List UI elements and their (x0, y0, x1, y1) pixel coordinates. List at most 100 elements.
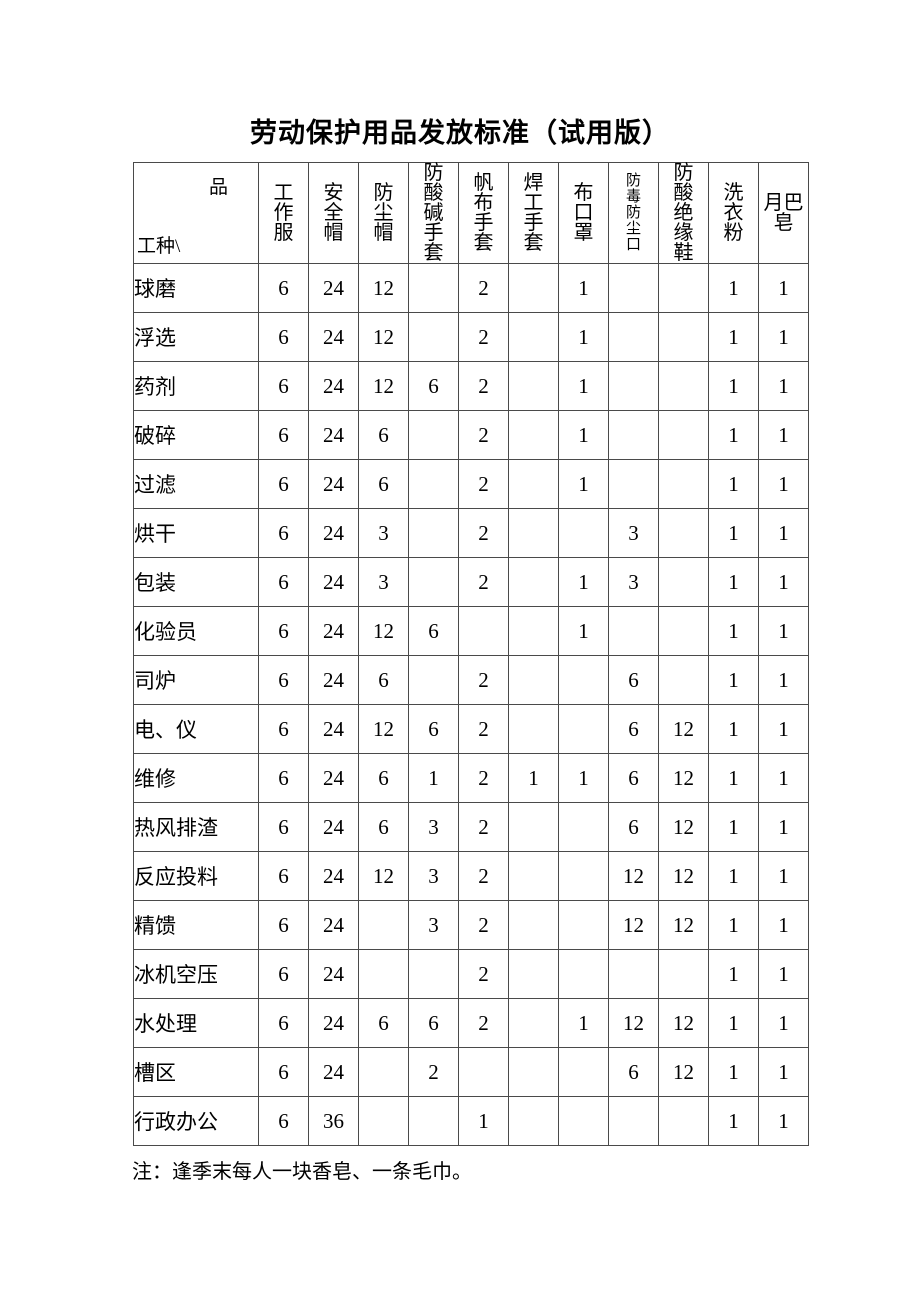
value-cell: 12 (608, 998, 659, 1048)
value-cell (558, 508, 609, 558)
value-cell: 2 (458, 802, 509, 852)
corner-label-items: 品 (208, 177, 228, 198)
value-cell (458, 606, 509, 656)
table-row: 药剂 6 24 12 6 2 1 1 1 (133, 361, 809, 411)
value-cell: 6 (608, 655, 659, 705)
value-cell: 12 (658, 998, 709, 1048)
value-cell (408, 459, 459, 509)
value-cell: 24 (308, 508, 359, 558)
value-cell: 12 (658, 900, 709, 950)
value-cell: 24 (308, 900, 359, 950)
value-cell: 12 (658, 851, 709, 901)
column-header-11: 月巴 皂 (758, 162, 809, 264)
value-cell (558, 704, 609, 754)
table-row: 冰机空压 6 24 2 1 1 (133, 949, 809, 999)
value-cell: 6 (358, 459, 409, 509)
value-cell: 1 (558, 459, 609, 509)
value-cell (508, 655, 559, 705)
value-cell (658, 410, 709, 460)
row-label: 反应投料 (133, 851, 259, 901)
value-cell: 12 (658, 802, 709, 852)
value-cell: 2 (458, 949, 509, 999)
value-cell: 1 (558, 410, 609, 460)
value-cell: 24 (308, 606, 359, 656)
value-cell: 12 (358, 361, 409, 411)
value-cell (558, 802, 609, 852)
value-cell: 1 (708, 998, 759, 1048)
value-cell (408, 508, 459, 558)
table-row: 球磨 6 24 12 2 1 1 1 (133, 263, 809, 313)
value-cell: 12 (358, 851, 409, 901)
value-cell: 6 (258, 998, 309, 1048)
value-cell (558, 655, 609, 705)
value-cell: 2 (458, 753, 509, 803)
row-label: 水处理 (133, 998, 259, 1048)
value-cell: 1 (758, 900, 809, 950)
column-header-9: 防 酸 绝 缘 鞋 (658, 162, 709, 264)
row-label: 维修 (133, 753, 259, 803)
column-header-4: 防 酸 碱 手 套 (408, 162, 459, 264)
value-cell: 3 (408, 851, 459, 901)
value-cell: 12 (608, 900, 659, 950)
value-cell: 24 (308, 459, 359, 509)
value-cell: 1 (708, 263, 759, 313)
value-cell (508, 459, 559, 509)
value-cell: 2 (458, 263, 509, 313)
value-cell: 12 (658, 704, 709, 754)
column-header-5: 帆 布 手 套 (458, 162, 509, 264)
column-header-text: 防 毒 防 尘 口 (625, 173, 641, 253)
value-cell: 1 (558, 361, 609, 411)
value-cell (658, 1096, 709, 1146)
value-cell (558, 851, 609, 901)
value-cell: 1 (708, 704, 759, 754)
value-cell: 24 (308, 1047, 359, 1097)
value-cell: 24 (308, 312, 359, 362)
value-cell: 3 (408, 900, 459, 950)
value-cell (658, 508, 709, 558)
value-cell (608, 361, 659, 411)
value-cell (358, 1096, 409, 1146)
table-row: 精馈 6 24 3 2 12 12 1 1 (133, 900, 809, 950)
table-row: 水处理 6 24 6 6 2 1 12 12 1 1 (133, 998, 809, 1048)
value-cell: 6 (608, 1047, 659, 1097)
table-row: 行政办公 6 36 1 1 1 (133, 1096, 809, 1146)
column-header-text: 防 酸 碱 手 套 (423, 162, 444, 264)
value-cell: 6 (258, 361, 309, 411)
table-row: 电、仪 6 24 12 6 2 6 12 1 1 (133, 704, 809, 754)
value-cell: 2 (458, 508, 509, 558)
table-row: 浮选 6 24 12 2 1 1 1 (133, 312, 809, 362)
value-cell: 6 (258, 655, 309, 705)
value-cell (458, 1047, 509, 1097)
value-cell (508, 900, 559, 950)
value-cell (508, 704, 559, 754)
row-label: 球磨 (133, 263, 259, 313)
value-cell: 2 (458, 900, 509, 950)
value-cell: 1 (758, 1047, 809, 1097)
value-cell: 6 (258, 263, 309, 313)
value-cell (608, 606, 659, 656)
value-cell (408, 312, 459, 362)
row-label: 司炉 (133, 655, 259, 705)
page-title: 劳动保护用品发放标准（试用版） (250, 118, 670, 148)
standards-table: 品 工种\ 工 作 服 安 全 帽 防 尘 帽 防 酸 碱 手 套 帆 布 手 套 焊 工… (133, 162, 809, 1146)
value-cell: 6 (258, 704, 309, 754)
value-cell (558, 1047, 609, 1097)
table-row: 化验员 6 24 12 6 1 1 1 (133, 606, 809, 656)
value-cell: 6 (258, 508, 309, 558)
value-cell: 1 (508, 753, 559, 803)
value-cell: 3 (358, 508, 409, 558)
value-cell: 1 (708, 508, 759, 558)
value-cell (508, 949, 559, 999)
value-cell: 6 (608, 802, 659, 852)
value-cell (408, 949, 459, 999)
value-cell: 1 (708, 1047, 759, 1097)
value-cell: 1 (758, 361, 809, 411)
value-cell: 1 (708, 949, 759, 999)
value-cell: 6 (408, 704, 459, 754)
value-cell (608, 1096, 659, 1146)
value-cell (658, 655, 709, 705)
value-cell (508, 557, 559, 607)
value-cell: 1 (558, 998, 609, 1048)
column-header-text: 安 全 帽 (323, 182, 344, 244)
value-cell: 12 (658, 1047, 709, 1097)
